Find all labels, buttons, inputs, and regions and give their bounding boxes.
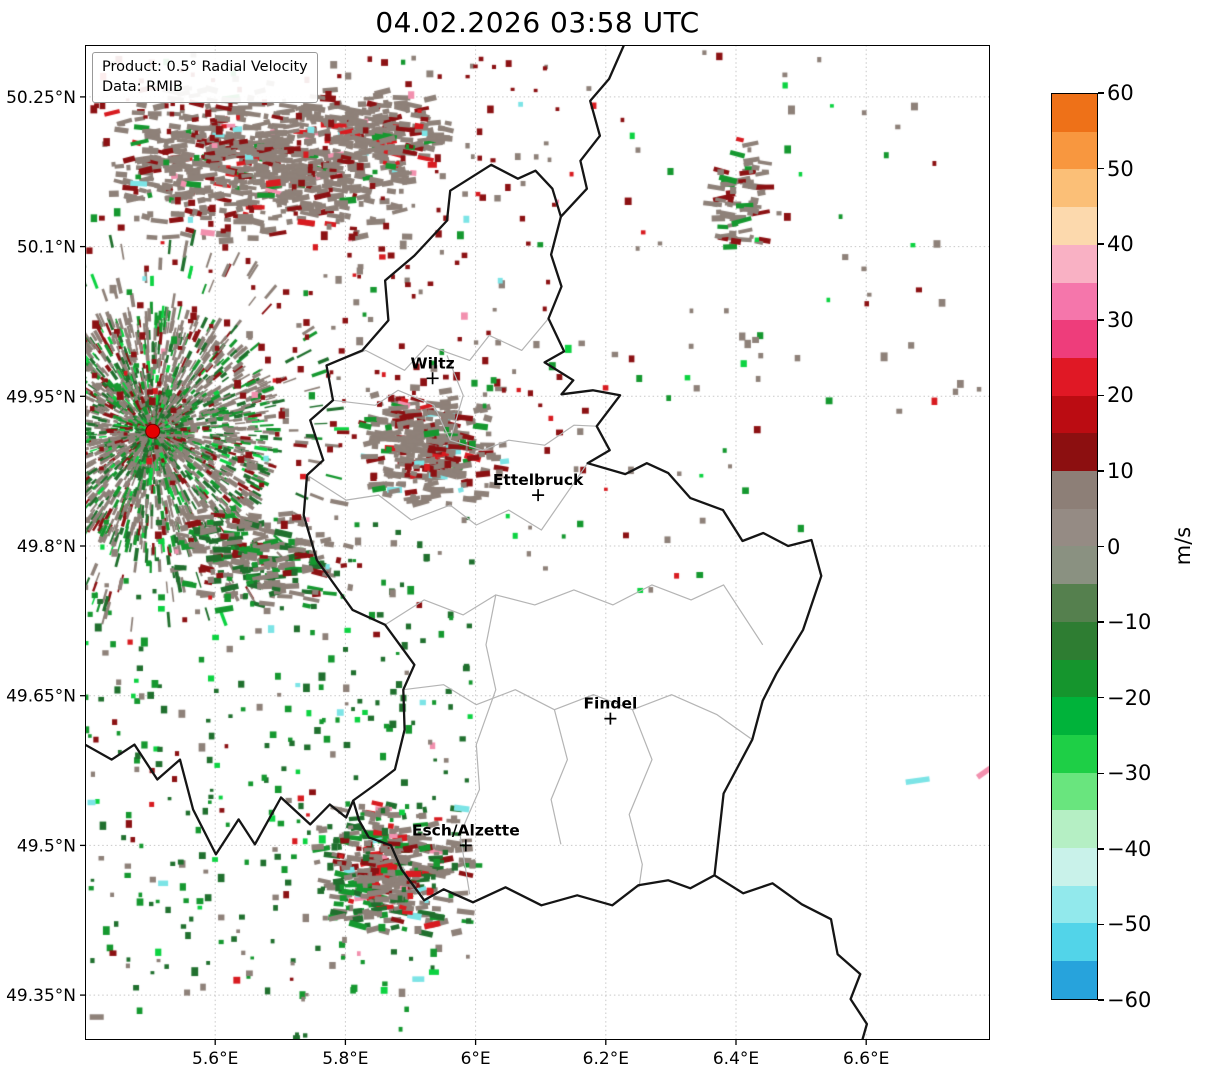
colorbar-tick-mark	[1098, 848, 1104, 850]
colorbar-tick-label: 20	[1107, 383, 1134, 408]
y-tick-label: 49.35°N	[6, 986, 76, 1006]
x-tick-label: 6°E	[461, 1049, 491, 1069]
city-label-esch-alzette: Esch/Alzette	[412, 821, 520, 839]
canton-border	[446, 355, 464, 441]
colorbar-tick-label: 10	[1107, 458, 1134, 483]
colorbar-tick-mark	[1098, 394, 1104, 397]
page-title: 04.02.2026 03:58 UTC	[375, 6, 700, 39]
colorbar	[1051, 93, 1098, 1000]
colorbar-segment	[1052, 471, 1097, 509]
colorbar-tick-mark	[1098, 319, 1104, 321]
colorbar-segment	[1052, 282, 1097, 321]
colorbar-segment	[1052, 772, 1097, 811]
colorbar-segment	[1052, 961, 1097, 999]
y-tick-label: 50.1°N	[17, 238, 76, 258]
product-info-box: Product: 0.5° Radial Velocity Data: RMIB	[92, 52, 318, 103]
canton-border	[550, 709, 568, 845]
colorbar-tick-mark	[1098, 772, 1104, 774]
country-border-belgium-germany	[560, 45, 626, 218]
city-label-wiltz: Wiltz	[411, 354, 455, 372]
colorbar-segment	[1052, 169, 1097, 208]
country-border-france-germany	[713, 874, 869, 1040]
x-tick-label: 6.6°E	[843, 1049, 889, 1069]
city-marker-esch-alzette	[459, 839, 472, 852]
colorbar-tick-mark	[1098, 999, 1104, 1001]
canton-border	[628, 709, 653, 888]
colorbar-segment	[1052, 433, 1097, 472]
colorbar-tick-label: −60	[1107, 988, 1152, 1012]
y-tick-label: 49.65°N	[6, 687, 76, 707]
colorbar-tick-mark	[1098, 923, 1104, 926]
colorbar-segment	[1052, 94, 1097, 132]
x-tick-label: 5.8°E	[322, 1049, 368, 1069]
city-marker-findel	[604, 712, 617, 725]
city-label-ettelbruck: Ettelbruck	[493, 471, 584, 489]
y-tick-label: 49.95°N	[6, 387, 76, 407]
x-tick-label: 6.4°E	[713, 1049, 759, 1069]
country-border-france-belgium	[85, 743, 355, 856]
colorbar-segment	[1052, 320, 1097, 358]
colorbar-segment	[1052, 584, 1097, 622]
product-label: Product: 0.5° Radial Velocity	[102, 59, 308, 75]
colorbar-tick-label: −40	[1107, 836, 1152, 861]
radar-scatter-canvas	[85, 45, 990, 1040]
colorbar-tick-label: 40	[1107, 232, 1134, 257]
colorbar-segment	[1052, 848, 1097, 886]
colorbar-segment	[1052, 244, 1097, 283]
colorbar-segment	[1052, 131, 1097, 170]
canton-border	[332, 389, 597, 451]
colorbar-tick-mark	[1098, 470, 1104, 472]
colorbar-tick-label: −50	[1107, 912, 1152, 937]
data-source-label: Data: RMIB	[102, 79, 183, 96]
colorbar-tick-mark	[1098, 92, 1104, 94]
x-tick-label: 6.2°E	[583, 1049, 629, 1069]
colorbar-tick-label: 0	[1107, 534, 1121, 559]
colorbar-segment	[1052, 659, 1097, 698]
colorbar-unit-label: m/s	[1171, 526, 1195, 566]
colorbar-segment	[1052, 357, 1097, 396]
colorbar-tick-mark	[1098, 621, 1104, 623]
canton-border	[306, 462, 589, 531]
canton-border	[403, 684, 753, 741]
colorbar-segment	[1052, 697, 1097, 735]
colorbar-tick-label: 50	[1107, 156, 1134, 181]
colorbar-segment	[1052, 885, 1097, 924]
y-tick-label: 49.8°N	[17, 537, 76, 557]
colorbar-tick-label: −20	[1107, 685, 1152, 710]
city-marker-ettelbruck	[532, 489, 545, 502]
colorbar-tick-mark	[1098, 167, 1104, 170]
colorbar-segment	[1052, 621, 1097, 660]
x-tick-label: 5.6°E	[192, 1049, 238, 1069]
radar-site-dot	[145, 423, 161, 439]
colorbar-tick-mark	[1098, 545, 1104, 548]
colorbar-segment	[1052, 395, 1097, 434]
colorbar-tick-label: 30	[1107, 307, 1134, 332]
colorbar-segment	[1052, 810, 1097, 849]
y-tick-label: 50.25°N	[6, 88, 76, 108]
colorbar-segment	[1052, 508, 1097, 547]
colorbar-segment	[1052, 734, 1097, 773]
colorbar-tick-mark	[1098, 696, 1104, 699]
colorbar-tick-mark	[1098, 243, 1104, 245]
colorbar-segment	[1052, 546, 1097, 585]
country-border-luxembourg	[302, 163, 823, 907]
colorbar-segment	[1052, 923, 1097, 962]
canton-border	[326, 318, 549, 371]
canton-border	[384, 584, 764, 646]
city-label-findel: Findel	[583, 695, 637, 713]
y-tick-label: 49.5°N	[17, 836, 76, 856]
canton-border	[459, 594, 497, 895]
city-marker-wiltz	[426, 372, 439, 385]
colorbar-segment	[1052, 207, 1097, 245]
map-clip-group: Wiltz Ettelbruck Findel Esch/Alzette	[85, 45, 869, 1040]
colorbar-tick-label: −30	[1107, 761, 1152, 786]
colorbar-tick-label: 60	[1107, 81, 1134, 105]
colorbar-tick-label: −10	[1107, 610, 1152, 635]
